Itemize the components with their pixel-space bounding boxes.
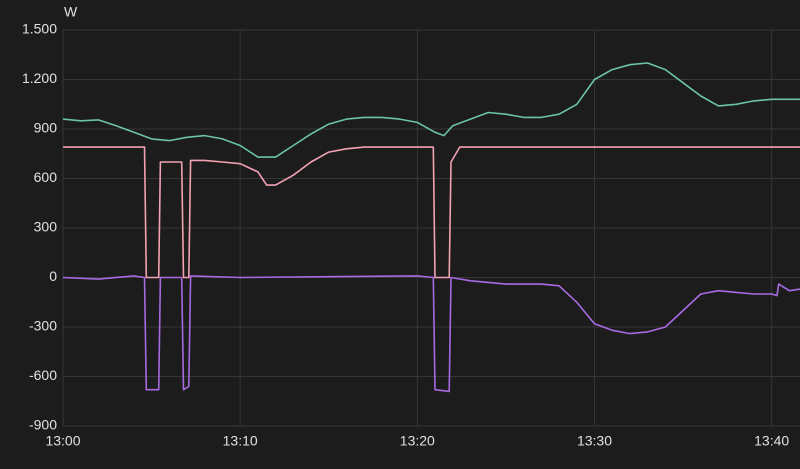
y-axis-unit: W xyxy=(64,4,78,20)
y-tick-label: -300 xyxy=(29,318,57,334)
x-tick-label: 13:40 xyxy=(754,433,789,449)
y-tick-label: 0 xyxy=(49,268,57,284)
x-tick-label: 13:30 xyxy=(577,433,612,449)
y-tick-label: 1.500 xyxy=(22,21,57,37)
series-line xyxy=(62,62,800,158)
series-line xyxy=(62,275,800,393)
y-tick-label: 1.200 xyxy=(22,70,57,86)
x-tick-label: 13:00 xyxy=(45,433,80,449)
x-tick-label: 13:10 xyxy=(223,433,258,449)
y-tick-label: -900 xyxy=(29,417,57,433)
y-tick-label: 900 xyxy=(34,120,58,136)
series-line xyxy=(63,146,800,279)
y-tick-label: 300 xyxy=(34,219,58,235)
y-tick-label: -600 xyxy=(29,367,57,383)
y-tick-label: 600 xyxy=(34,169,58,185)
x-tick-label: 13:20 xyxy=(400,433,435,449)
